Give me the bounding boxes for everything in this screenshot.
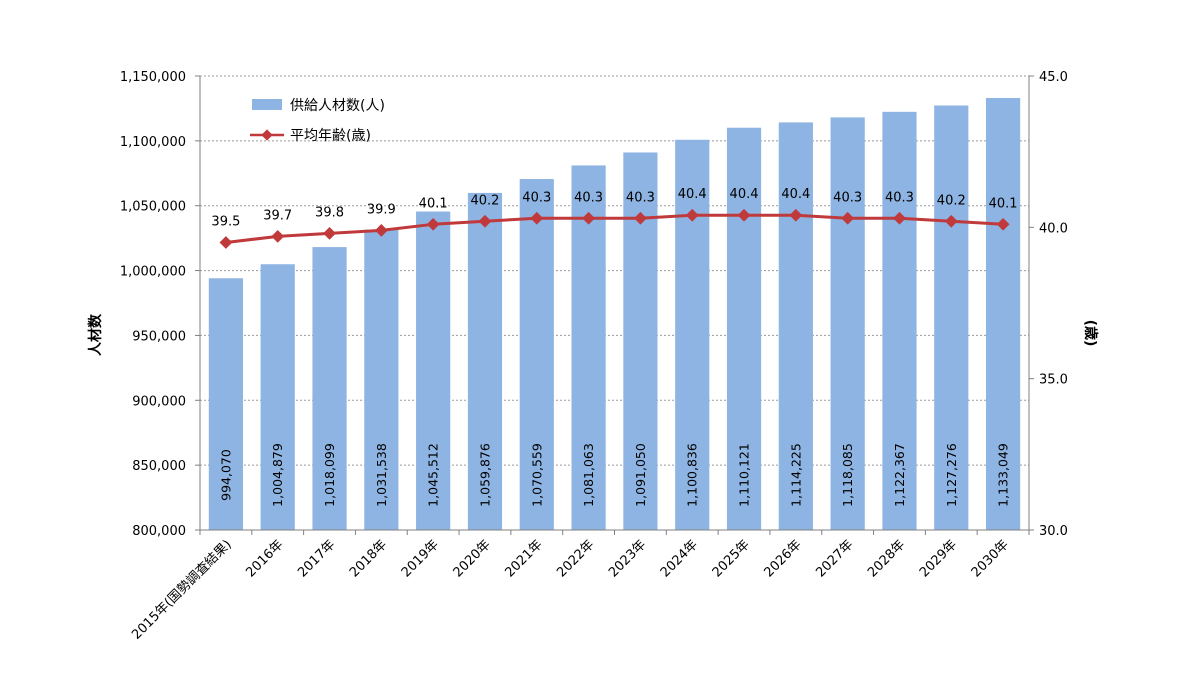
y-axis-title: 人材数 bbox=[87, 313, 104, 356]
y2-axis-ticks: 30.0 35.0 40.0 45.0 bbox=[1029, 70, 1068, 539]
legend-label-bars: 供給人材数(人) bbox=[290, 98, 385, 114]
line-value-label: 40.1 bbox=[419, 196, 448, 211]
line-marker bbox=[219, 236, 233, 249]
line-value-label: 40.4 bbox=[730, 187, 759, 202]
bar-value-label: 1,127,276 bbox=[944, 443, 959, 507]
legend-swatch-marker bbox=[261, 129, 273, 141]
y-tick-label: 1,000,000 bbox=[120, 265, 186, 280]
line-marker bbox=[426, 217, 440, 231]
line-value-label: 40.2 bbox=[470, 193, 499, 208]
line-marker bbox=[323, 227, 336, 240]
bar bbox=[882, 111, 917, 531]
bar-value-label: 1,118,085 bbox=[840, 443, 855, 507]
line-value-label: 40.2 bbox=[937, 193, 966, 208]
line-value-label: 40.4 bbox=[678, 187, 707, 202]
y2-tick-label: 40.0 bbox=[1039, 221, 1068, 236]
line-value-label: 40.3 bbox=[522, 190, 551, 205]
bar bbox=[726, 127, 762, 530]
category-label: 2017年 bbox=[295, 537, 338, 580]
line-marker bbox=[478, 214, 492, 228]
bar-value-labels: 994,070 1,004,879 1,018,099 1,031,538 1,045,… bbox=[218, 443, 1010, 507]
category-label: 2028年 bbox=[865, 537, 908, 580]
category-label: 2030年 bbox=[969, 537, 1012, 580]
y2-tick-label: 35.0 bbox=[1039, 373, 1068, 388]
legend: 供給人材数(人) 平均年齢(歳) bbox=[250, 98, 385, 144]
y-tick-label: 1,150,000 bbox=[120, 70, 186, 85]
line-series bbox=[219, 208, 1010, 249]
y2-axis-title: (歳) bbox=[1082, 320, 1099, 347]
y-tick-label: 850,000 bbox=[132, 459, 186, 474]
bar bbox=[416, 211, 451, 530]
category-label: 2025年 bbox=[710, 537, 753, 580]
line-value-label: 40.3 bbox=[626, 190, 655, 205]
category-label: 2023年 bbox=[606, 537, 649, 580]
category-label: 2029年 bbox=[917, 537, 960, 580]
category-label: 2022年 bbox=[554, 537, 597, 580]
bar-value-label: 1,114,225 bbox=[788, 443, 803, 507]
bar bbox=[364, 229, 399, 530]
y2-tick-label: 30.0 bbox=[1039, 524, 1068, 539]
category-label: 2015年(国勢調査結果) bbox=[129, 537, 235, 643]
category-label: 2019年 bbox=[399, 537, 442, 580]
bar-value-label: 1,081,063 bbox=[581, 443, 596, 507]
bar bbox=[934, 105, 969, 531]
y-tick-label: 1,100,000 bbox=[120, 135, 186, 150]
line-value-labels: 39.5 39.7 39.8 39.9 40.1 40.2 40.3 40.3 40.3 40.4… bbox=[211, 187, 1017, 229]
line-value-label: 39.9 bbox=[367, 202, 396, 217]
bar-value-label: 1,110,121 bbox=[737, 443, 752, 507]
bar bbox=[830, 117, 865, 530]
category-label: 2020年 bbox=[451, 537, 494, 580]
bar bbox=[519, 179, 554, 530]
x-axis-categories: 2015年(国勢調査結果) 2016年 2017年 2018年 2019年 2020年 20… bbox=[129, 537, 1012, 643]
legend-swatch-bars bbox=[252, 99, 282, 110]
bar bbox=[312, 247, 347, 531]
bar-value-label: 1,059,876 bbox=[477, 443, 492, 507]
line-value-label: 39.8 bbox=[315, 205, 344, 220]
legend-label-line: 平均年齢(歳) bbox=[290, 128, 371, 144]
axes bbox=[199, 76, 1030, 535]
category-label: 2016年 bbox=[243, 537, 286, 580]
bar-series bbox=[208, 97, 1021, 531]
line-value-label: 39.7 bbox=[263, 208, 292, 223]
y-axis-ticks: 800,000 850,000 900,000 950,000 1,000,000 1,0… bbox=[120, 70, 200, 539]
bar bbox=[467, 192, 503, 531]
bar bbox=[985, 97, 1021, 531]
bar-value-label: 994,070 bbox=[218, 449, 233, 501]
bar bbox=[571, 165, 606, 530]
y-tick-label: 950,000 bbox=[132, 329, 186, 344]
line-marker bbox=[271, 230, 285, 243]
category-label: 2027年 bbox=[813, 537, 856, 580]
bar bbox=[260, 264, 295, 530]
bar bbox=[208, 278, 244, 530]
line-value-label: 39.5 bbox=[211, 214, 240, 229]
line-value-label: 40.1 bbox=[989, 196, 1018, 211]
y2-tick-label: 45.0 bbox=[1039, 70, 1068, 85]
y-tick-label: 900,000 bbox=[132, 394, 186, 409]
bar bbox=[778, 122, 813, 531]
bar-value-label: 1,070,559 bbox=[529, 443, 544, 507]
bar-value-label: 1,133,049 bbox=[996, 443, 1011, 507]
bar-value-label: 1,091,050 bbox=[633, 443, 648, 507]
line-value-label: 40.4 bbox=[781, 187, 810, 202]
bar-value-label: 1,100,836 bbox=[685, 443, 700, 507]
bar-value-label: 1,004,879 bbox=[270, 443, 285, 507]
y-tick-label: 1,050,000 bbox=[120, 200, 186, 215]
category-label: 2026年 bbox=[761, 537, 804, 580]
bar-value-label: 1,122,367 bbox=[892, 443, 907, 507]
y-tick-label: 800,000 bbox=[132, 524, 186, 539]
line-value-label: 40.3 bbox=[574, 190, 603, 205]
bar-value-label: 1,018,099 bbox=[322, 443, 337, 507]
bar-value-label: 1,045,512 bbox=[426, 443, 441, 507]
line-value-label: 40.3 bbox=[885, 190, 914, 205]
category-label: 2024年 bbox=[658, 537, 701, 580]
avg-age-line bbox=[225, 213, 1004, 244]
bar-value-label: 1,031,538 bbox=[374, 443, 389, 507]
category-label: 2018年 bbox=[347, 537, 390, 580]
category-label: 2021年 bbox=[502, 537, 545, 580]
line-marker bbox=[374, 223, 388, 237]
line-value-label: 40.3 bbox=[833, 190, 862, 205]
bar bbox=[675, 139, 710, 530]
